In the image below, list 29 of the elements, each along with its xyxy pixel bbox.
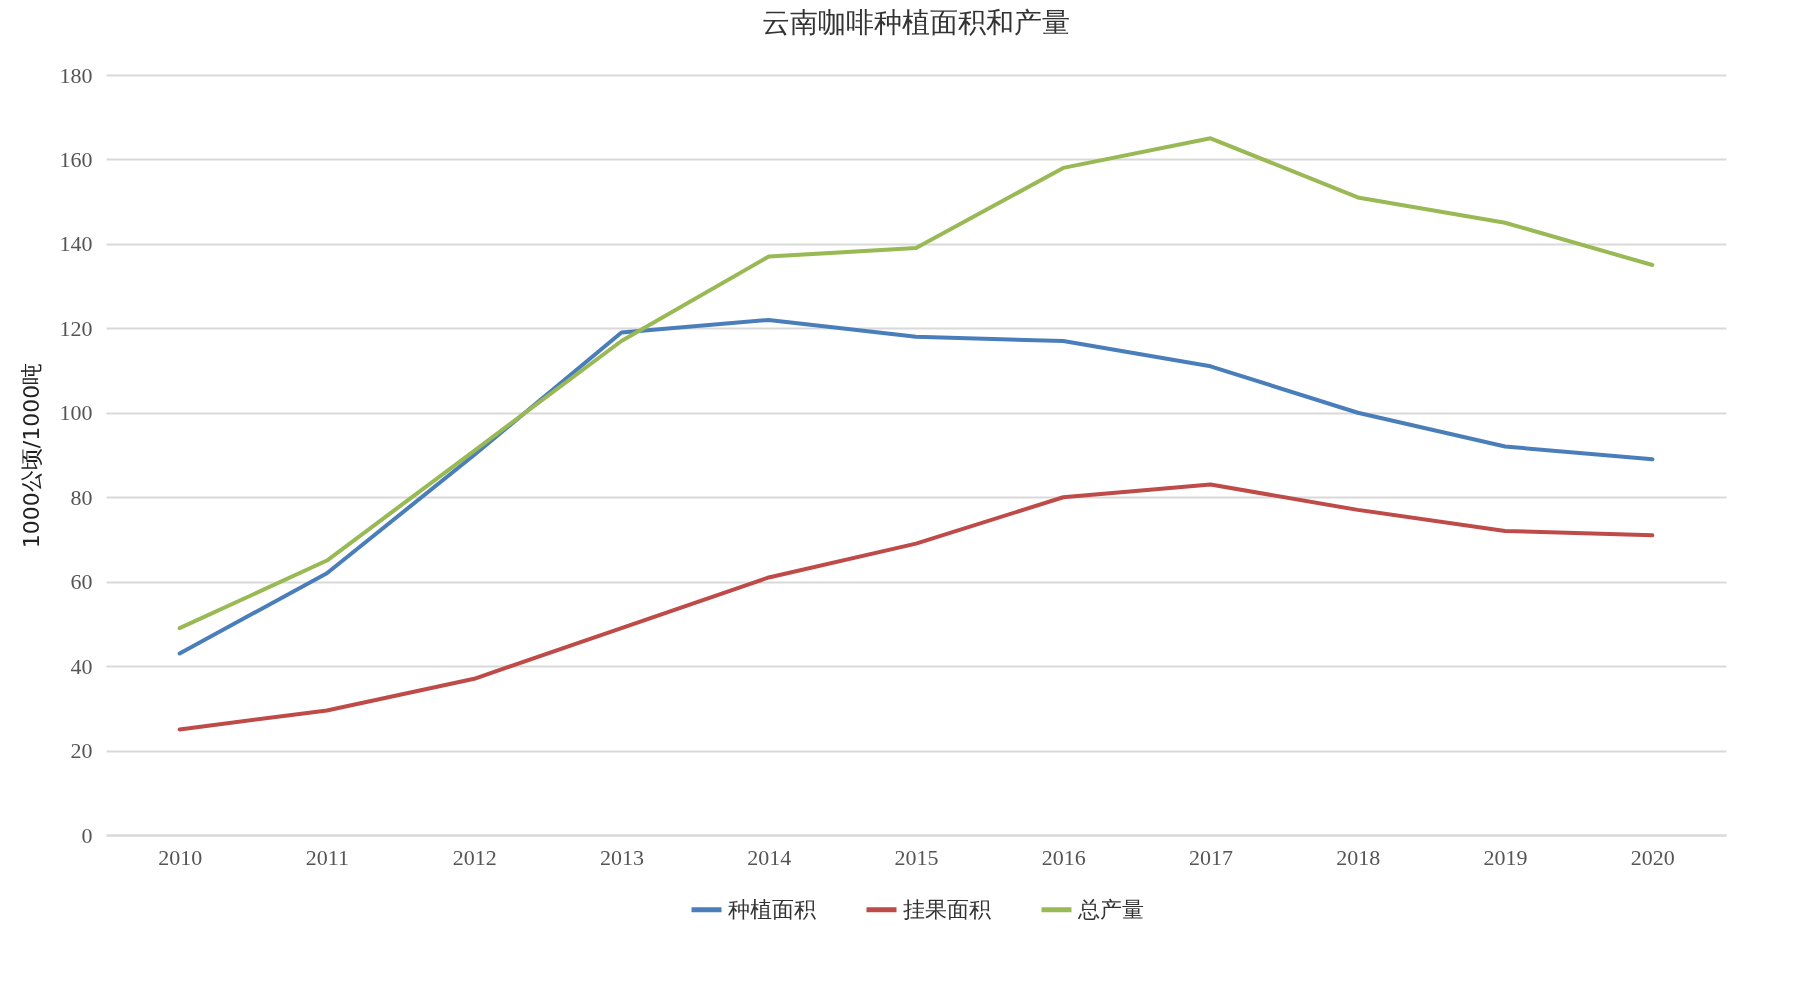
y-tick-label: 80 [70, 484, 93, 510]
y-tick-label: 100 [59, 400, 93, 426]
y-tick-label: 20 [70, 738, 93, 764]
legend-label: 种植面积 [728, 896, 816, 922]
line-series [177, 317, 1655, 656]
y-tick-label: 160 [59, 146, 93, 172]
x-tick-label: 2010 [158, 844, 203, 870]
y-tick-label: 180 [59, 62, 93, 88]
x-tick-label: 2016 [1041, 844, 1086, 870]
line-series [177, 482, 1655, 732]
y-tick-label: 60 [70, 569, 93, 595]
x-tick-label: 2011 [305, 844, 349, 870]
chart-title: 云南咖啡种植面积和产量 [762, 6, 1070, 39]
legend-label: 挂果面积 [903, 896, 991, 922]
x-tick-label: 2012 [452, 844, 497, 870]
y-tick-label: 0 [81, 822, 93, 848]
legend-label: 总产量 [1077, 896, 1144, 922]
y-tick-label: 140 [59, 231, 93, 257]
x-tick-label: 2013 [599, 844, 644, 870]
x-tick-label: 2014 [747, 844, 792, 870]
y-tick-label: 120 [59, 315, 93, 341]
x-tick-label: 2017 [1189, 844, 1234, 870]
line-series [177, 136, 1655, 631]
y-tick-label: 40 [70, 653, 93, 679]
x-tick-label: 2019 [1483, 844, 1528, 870]
x-tick-label: 2020 [1630, 844, 1675, 870]
x-tick-label: 2018 [1336, 844, 1381, 870]
x-tick-label: 2015 [894, 844, 939, 870]
y-axis-title: 1000公顷/1000吨 [18, 362, 44, 549]
